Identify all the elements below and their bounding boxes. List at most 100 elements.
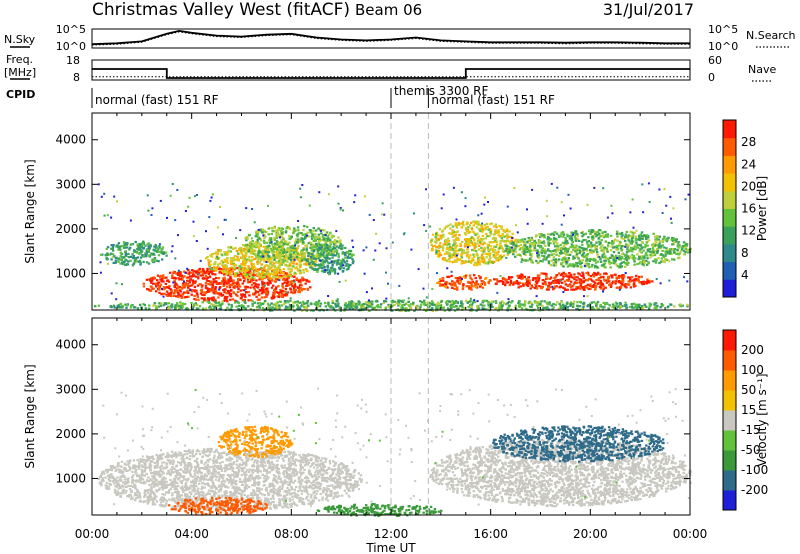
data-cell: [451, 261, 454, 264]
data-cell: [517, 301, 520, 304]
data-cell: [305, 279, 308, 282]
data-cell: [570, 239, 574, 242]
data-cell: [311, 251, 315, 254]
data-cell: [277, 265, 281, 268]
data-cell: [211, 272, 214, 275]
data-cell: [382, 301, 385, 304]
data-cell: [499, 302, 502, 306]
data-cell: [658, 242, 661, 245]
data-cell: [228, 286, 232, 289]
data-cell: [631, 234, 634, 237]
data-cell: [148, 307, 151, 310]
data-cell: [615, 276, 618, 279]
data-cell: [478, 240, 482, 243]
data-cell: [212, 308, 215, 311]
data-cell: [449, 223, 452, 226]
data-cell: [657, 244, 661, 247]
data-cell: [250, 264, 254, 267]
data-cell: [582, 305, 585, 309]
data-cell: [275, 252, 278, 255]
data-cell: [638, 234, 641, 237]
data-cell: [310, 260, 313, 263]
data-cell: [531, 285, 534, 289]
data-cell: [531, 261, 534, 264]
data-cell: [215, 266, 219, 269]
data-cell: [293, 259, 296, 263]
data-cell: [604, 259, 608, 262]
data-cell: [347, 267, 350, 271]
data-cell: [518, 248, 522, 251]
nsearch-label: N.Search: [746, 29, 796, 42]
data-cell: [248, 281, 251, 284]
data-cell: [505, 247, 508, 250]
data-cell: [539, 251, 542, 254]
data-cell: [201, 284, 204, 287]
data-cell: [193, 304, 196, 307]
data-cell: [529, 287, 532, 290]
data-cell: [441, 283, 444, 286]
data-cell: [247, 250, 251, 253]
data-cell: [571, 240, 574, 244]
data-cell: [204, 307, 208, 310]
data-cell: [275, 240, 279, 243]
data-cell: [620, 261, 623, 264]
data-cell: [294, 239, 298, 242]
data-cell: [332, 307, 335, 310]
data-cell: [142, 260, 145, 264]
data-cell: [566, 265, 570, 268]
data-cell: [129, 259, 132, 262]
data-cell: [590, 301, 593, 304]
data-cell: [312, 243, 315, 246]
data-cell: [435, 239, 438, 242]
data-cell: [323, 266, 326, 269]
data-cell: [281, 282, 284, 285]
data-cell: [391, 299, 394, 302]
data-cell: [628, 255, 632, 258]
data-cell: [562, 275, 565, 278]
data-cell: [480, 249, 483, 252]
data-cell: [255, 283, 258, 286]
data-cell: [187, 286, 190, 289]
data-cell: [634, 235, 638, 238]
data-cell: [621, 282, 624, 286]
data-cell: [154, 244, 157, 247]
data-cell: [269, 241, 272, 244]
data-cell: [523, 275, 526, 278]
data-cell: [628, 280, 632, 283]
data-cell: [479, 242, 482, 245]
data-cell: [243, 298, 246, 302]
data-cell: [243, 258, 246, 261]
data-cell: [661, 244, 664, 247]
data-cell: [497, 250, 500, 253]
data-cell: [256, 258, 259, 261]
data-cell: [629, 276, 632, 279]
data-cell: [317, 257, 320, 260]
data-cell: [664, 252, 667, 255]
data-cell: [510, 250, 514, 253]
data-cell: [565, 259, 568, 262]
data-cell: [290, 291, 293, 294]
data-cell: [675, 252, 678, 255]
data-cell: [534, 280, 538, 283]
data-cell: [649, 256, 652, 259]
data-cell: [277, 248, 281, 251]
data-cell: [504, 283, 507, 286]
data-cell: [595, 248, 598, 251]
data-cell: [180, 294, 183, 297]
data-cell: [307, 252, 310, 255]
data-cell: [619, 258, 622, 261]
data-cell: [440, 245, 443, 248]
data-cell: [494, 254, 497, 257]
data-cell: [436, 304, 440, 307]
data-cell: [556, 247, 559, 250]
data-cell: [456, 258, 460, 261]
data-cell: [325, 249, 329, 253]
data-cell: [330, 269, 333, 272]
data-cell: [241, 263, 244, 266]
data-cell: [281, 258, 285, 261]
data-cell: [331, 263, 334, 267]
data-cell: [280, 304, 284, 307]
data-cell: [129, 255, 133, 258]
data-cell: [325, 246, 328, 249]
data-cell: [301, 233, 304, 236]
